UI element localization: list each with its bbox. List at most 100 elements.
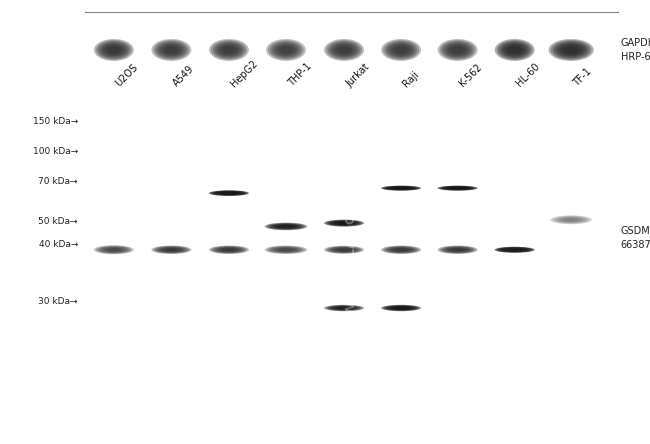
- Ellipse shape: [336, 248, 352, 251]
- Ellipse shape: [334, 44, 354, 56]
- Ellipse shape: [448, 187, 467, 190]
- Ellipse shape: [324, 220, 364, 226]
- Ellipse shape: [395, 307, 407, 309]
- Ellipse shape: [391, 248, 411, 252]
- Ellipse shape: [273, 247, 299, 252]
- Ellipse shape: [448, 44, 467, 56]
- Ellipse shape: [509, 47, 521, 53]
- Ellipse shape: [165, 47, 177, 53]
- Ellipse shape: [159, 247, 183, 252]
- Ellipse shape: [502, 248, 526, 252]
- Ellipse shape: [446, 186, 469, 190]
- Ellipse shape: [389, 44, 413, 56]
- Ellipse shape: [395, 187, 407, 189]
- Ellipse shape: [497, 247, 532, 253]
- Ellipse shape: [437, 39, 478, 61]
- Ellipse shape: [98, 246, 130, 254]
- Ellipse shape: [163, 248, 179, 251]
- Ellipse shape: [211, 190, 247, 196]
- Ellipse shape: [213, 41, 245, 59]
- Ellipse shape: [155, 41, 187, 59]
- Ellipse shape: [151, 246, 191, 254]
- Text: 70 kDa→: 70 kDa→: [38, 177, 78, 186]
- Ellipse shape: [393, 307, 409, 309]
- Ellipse shape: [215, 42, 243, 58]
- Ellipse shape: [330, 247, 358, 253]
- Ellipse shape: [387, 186, 415, 190]
- Ellipse shape: [381, 305, 421, 311]
- Text: GSDMD
66387-1-Ig: GSDMD 66387-1-Ig: [621, 226, 650, 250]
- Ellipse shape: [393, 187, 409, 189]
- Ellipse shape: [385, 246, 417, 253]
- Ellipse shape: [215, 191, 243, 195]
- Ellipse shape: [165, 249, 177, 251]
- Ellipse shape: [334, 248, 354, 252]
- Ellipse shape: [104, 44, 124, 56]
- Ellipse shape: [265, 222, 307, 230]
- Ellipse shape: [217, 191, 241, 195]
- Ellipse shape: [556, 217, 586, 223]
- Ellipse shape: [326, 305, 362, 311]
- Ellipse shape: [330, 306, 358, 310]
- Ellipse shape: [504, 248, 525, 251]
- Text: Jurkat: Jurkat: [344, 62, 371, 89]
- Ellipse shape: [96, 246, 132, 254]
- Ellipse shape: [450, 187, 465, 189]
- Text: 100 kDa→: 100 kDa→: [32, 147, 78, 156]
- Ellipse shape: [102, 247, 126, 253]
- Ellipse shape: [108, 47, 120, 53]
- Ellipse shape: [151, 39, 191, 61]
- Ellipse shape: [385, 305, 417, 311]
- Ellipse shape: [280, 225, 292, 228]
- Ellipse shape: [332, 221, 356, 225]
- Ellipse shape: [330, 221, 358, 226]
- Ellipse shape: [338, 307, 350, 309]
- Ellipse shape: [443, 247, 472, 253]
- Ellipse shape: [100, 42, 128, 58]
- Ellipse shape: [338, 47, 350, 53]
- Ellipse shape: [443, 42, 472, 58]
- Ellipse shape: [276, 225, 296, 228]
- Text: HL-60: HL-60: [515, 62, 542, 89]
- Ellipse shape: [553, 41, 590, 59]
- Ellipse shape: [217, 44, 241, 56]
- Text: 40 kDa→: 40 kDa→: [38, 240, 78, 249]
- Ellipse shape: [94, 39, 134, 61]
- Ellipse shape: [393, 46, 409, 54]
- Ellipse shape: [437, 246, 478, 254]
- Ellipse shape: [271, 247, 301, 253]
- Ellipse shape: [324, 39, 364, 61]
- Ellipse shape: [153, 40, 189, 60]
- Ellipse shape: [274, 44, 298, 56]
- Ellipse shape: [441, 186, 474, 190]
- Ellipse shape: [326, 40, 362, 60]
- Ellipse shape: [153, 246, 189, 254]
- Ellipse shape: [155, 246, 187, 253]
- Ellipse shape: [452, 249, 463, 251]
- Ellipse shape: [334, 306, 354, 309]
- Ellipse shape: [549, 39, 594, 61]
- Ellipse shape: [383, 186, 419, 190]
- Ellipse shape: [221, 46, 237, 54]
- Ellipse shape: [552, 216, 590, 224]
- Ellipse shape: [395, 249, 407, 251]
- Ellipse shape: [391, 187, 411, 190]
- Ellipse shape: [221, 192, 237, 194]
- Ellipse shape: [562, 46, 580, 54]
- Ellipse shape: [338, 249, 350, 251]
- Ellipse shape: [446, 44, 469, 56]
- Ellipse shape: [278, 248, 294, 251]
- Ellipse shape: [381, 39, 421, 61]
- Ellipse shape: [217, 247, 241, 252]
- Text: 30 kDa→: 30 kDa→: [38, 297, 78, 306]
- Ellipse shape: [387, 247, 415, 253]
- Ellipse shape: [383, 40, 419, 60]
- Ellipse shape: [389, 247, 413, 252]
- Ellipse shape: [395, 47, 407, 53]
- Ellipse shape: [219, 44, 239, 56]
- Ellipse shape: [104, 247, 124, 252]
- Ellipse shape: [555, 42, 587, 58]
- Ellipse shape: [278, 225, 294, 228]
- Ellipse shape: [551, 40, 592, 60]
- Ellipse shape: [324, 305, 364, 311]
